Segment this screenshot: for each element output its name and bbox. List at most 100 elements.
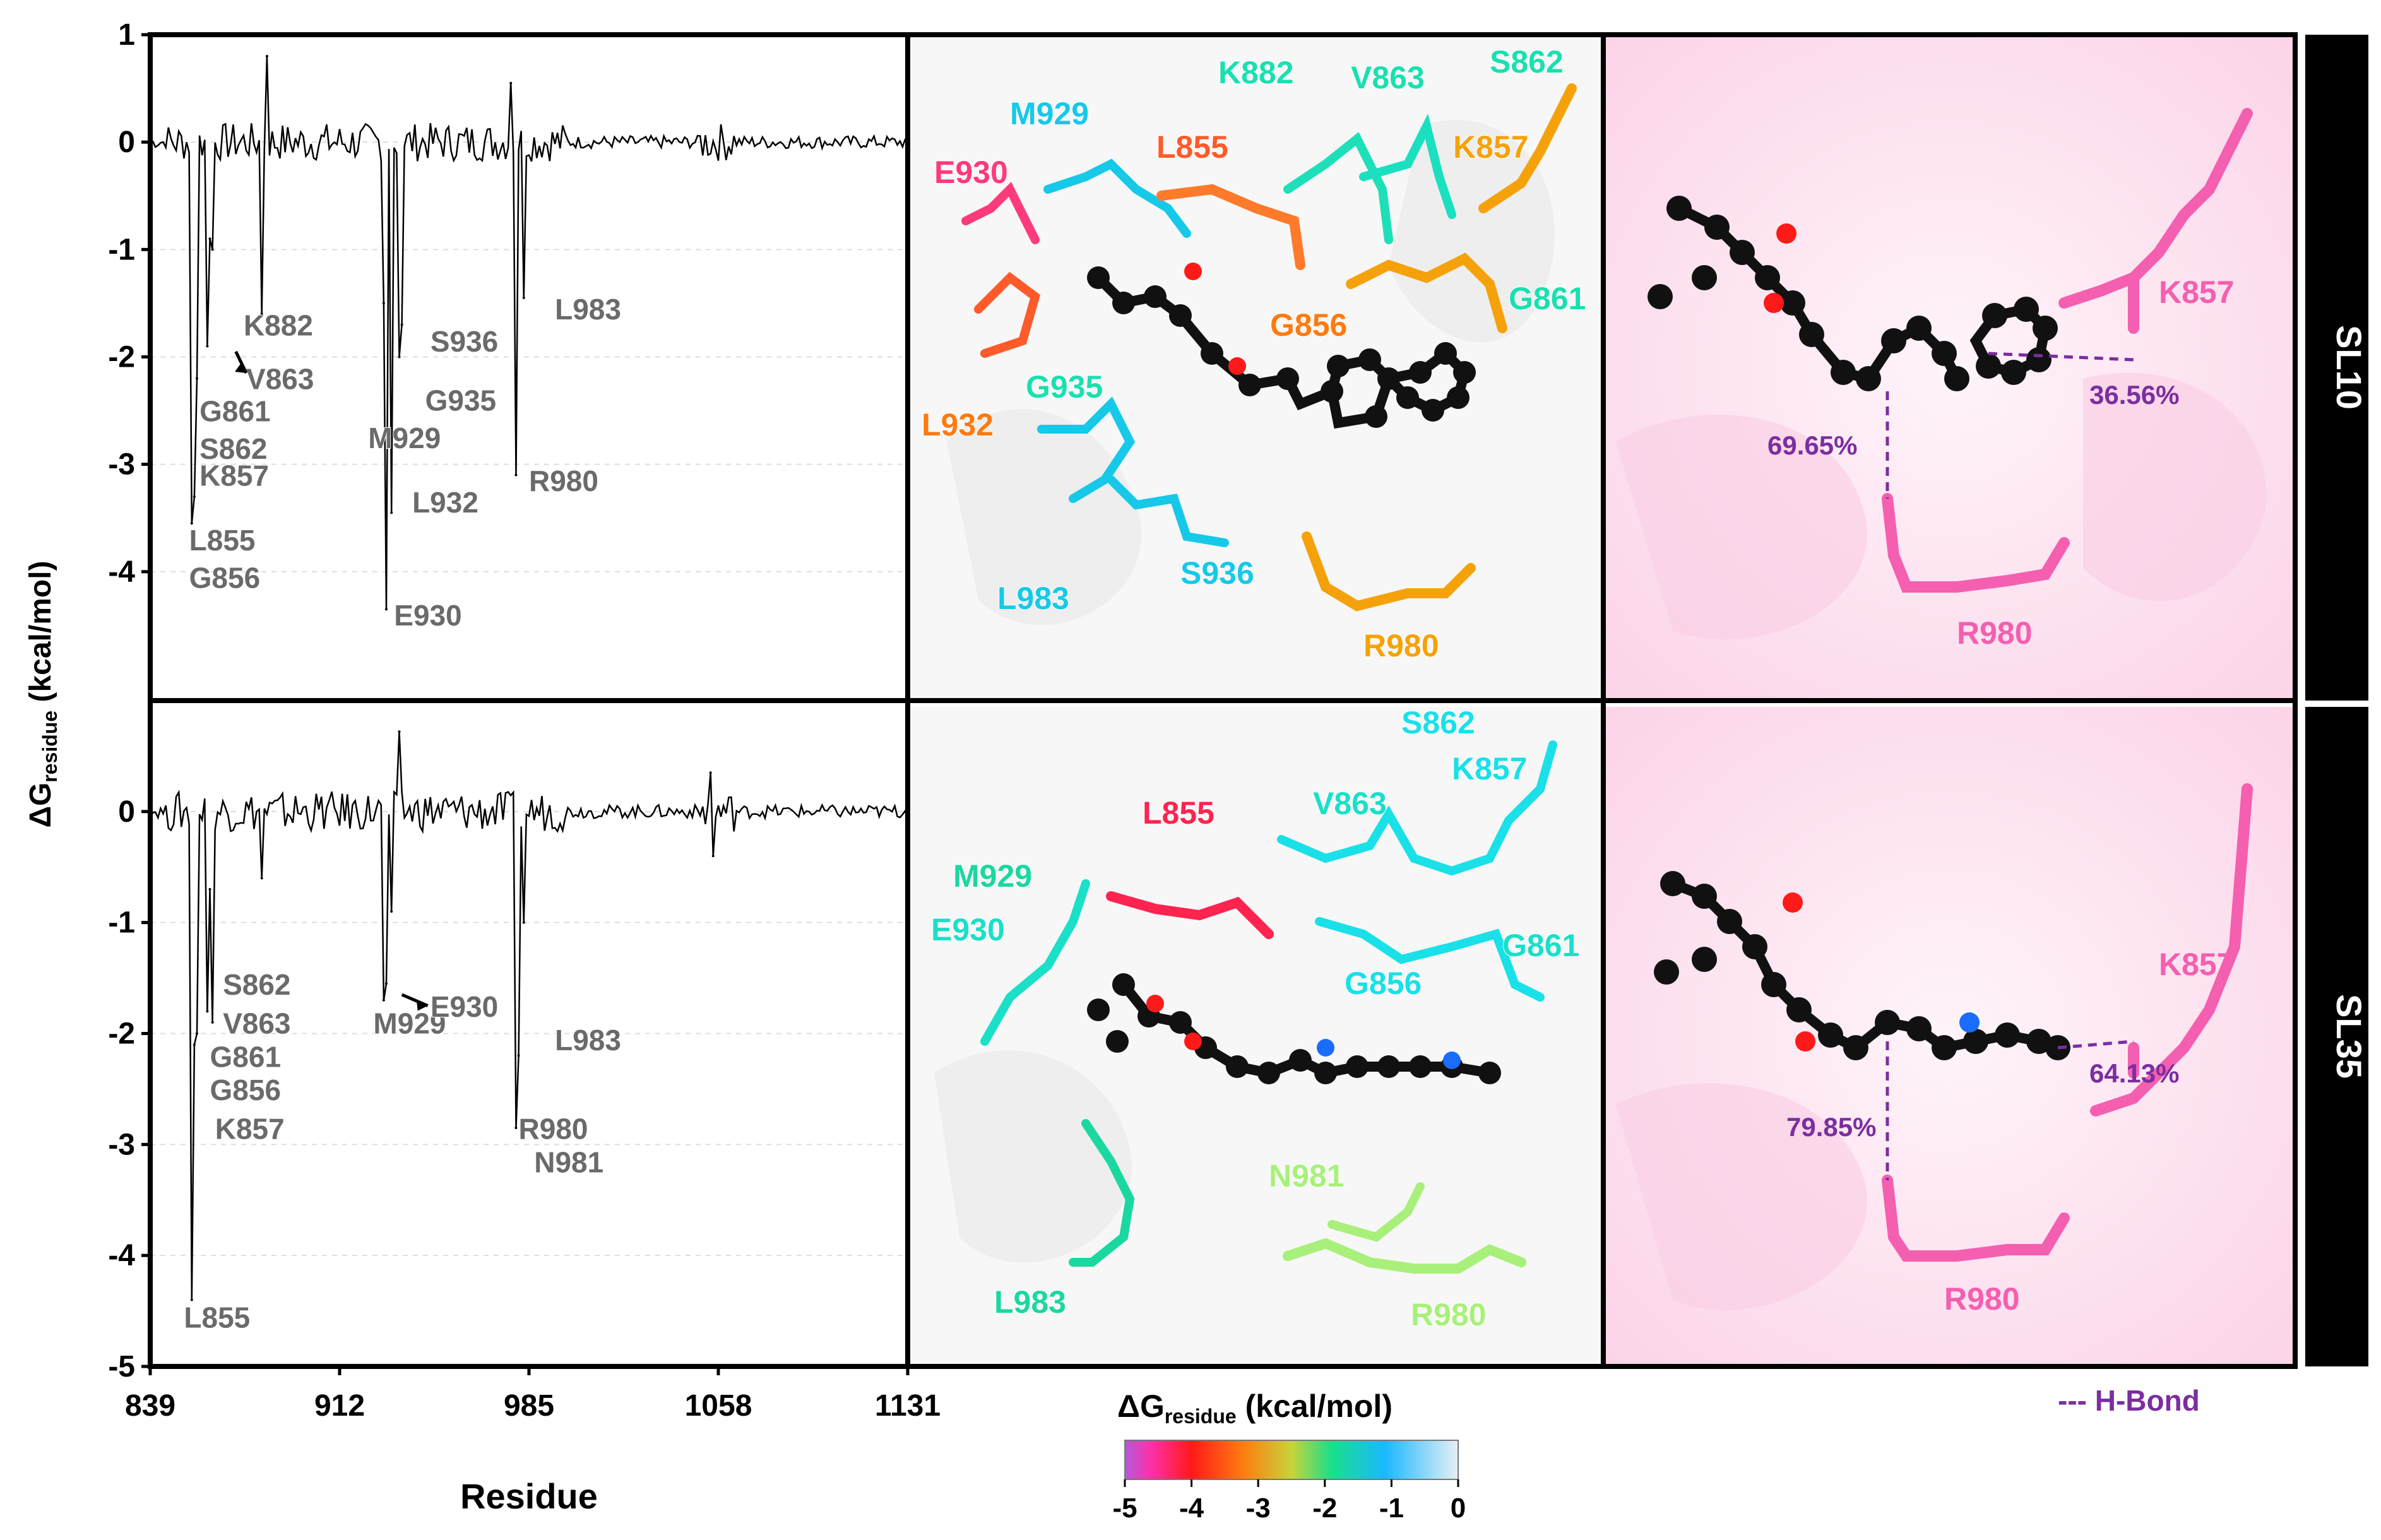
x-axis-label: Residue (460, 1476, 598, 1516)
peak-label: G856 (189, 561, 261, 594)
peak-point (514, 473, 518, 477)
y-tick-label: -3 (108, 1128, 135, 1161)
peak-point (398, 730, 401, 733)
peak-label: S936 (430, 325, 498, 358)
struct-label: M929 (1010, 96, 1089, 131)
peak-point (260, 312, 263, 316)
peak-point (211, 1021, 214, 1024)
colorbar (1124, 1440, 1459, 1480)
peak-point (390, 910, 393, 913)
peak-label: V863 (223, 1007, 290, 1040)
peak-label: L983 (555, 1024, 621, 1057)
peak-point (208, 237, 211, 240)
peak-point (208, 887, 211, 891)
peak-point (522, 921, 525, 924)
struct-label: E930 (934, 155, 1008, 190)
peak-label: R980 (529, 465, 598, 497)
struct-label: S862 (1401, 705, 1475, 740)
peak-label: G856 (210, 1074, 282, 1106)
struct-label: V863 (1351, 60, 1425, 95)
peak-label: G935 (425, 384, 497, 417)
colorbar-ticks: -5 -4 -3 -2 -1 0 (1112, 1479, 1466, 1524)
y-tick-label: -5 (108, 1350, 135, 1383)
x-tick-label: 839 (125, 1389, 175, 1423)
peak-point (206, 345, 209, 348)
hbond-residue-label: R980 (1957, 615, 2033, 651)
label-arrow (234, 350, 248, 374)
colorbar-title: ΔGresidue (kcal/mol) (1117, 1389, 1392, 1428)
energy-trace (149, 732, 909, 1300)
hbond-residue-label: R980 (1944, 1281, 2020, 1317)
hbond-panel-sl35 (1605, 707, 2293, 1366)
y-tick-label: -1 (108, 233, 135, 266)
peak-point (522, 296, 525, 299)
peak-point (390, 511, 393, 514)
y-tick-label: -1 (108, 906, 135, 940)
struct-label: S862 (1490, 44, 1564, 80)
struct-label: G861 (1502, 928, 1579, 963)
struct-label: L855 (1156, 129, 1228, 165)
struct-label: K857 (1453, 129, 1529, 165)
peak-label: M929 (373, 1007, 446, 1040)
colorbar-tick-label: -3 (1246, 1493, 1271, 1524)
peak-point (400, 323, 403, 326)
struct-label: N981 (1269, 1158, 1345, 1194)
y-tick-label: -4 (108, 555, 135, 589)
x-tick-label: 912 (314, 1389, 365, 1423)
tag-sl35: SL35 (2329, 994, 2369, 1079)
peak-label: G861 (199, 395, 271, 428)
peak-point (514, 1126, 518, 1129)
peak-label: L855 (189, 524, 256, 557)
struct-label: L983 (997, 581, 1069, 616)
struct-label: K882 (1218, 55, 1294, 90)
panel-borders (148, 32, 2298, 1369)
hbond-percent: 64.13% (2089, 1058, 2179, 1088)
peak-label: N981 (534, 1146, 603, 1178)
peak-label: K857 (199, 459, 269, 492)
structure-panel-sl35 (908, 707, 1602, 1366)
tag-bar-sl10 (2305, 35, 2368, 701)
peak-point (382, 302, 385, 305)
peak-point (517, 1054, 520, 1057)
peak-point (711, 855, 715, 858)
y-tick-label: -2 (108, 1017, 135, 1051)
struct-label: R980 (1411, 1297, 1487, 1332)
struct-label: G935 (1026, 369, 1103, 405)
peak-label: S862 (199, 432, 267, 465)
peak-label: E930 (430, 990, 498, 1023)
label-arrow-head (416, 999, 428, 1011)
peak-point (193, 1043, 196, 1046)
y-tick-label: 1 (118, 18, 135, 52)
x-tick-label: 1058 (685, 1389, 752, 1423)
tag-bar-sl35 (2305, 707, 2368, 1366)
colorbar-tick-label: -2 (1312, 1493, 1337, 1524)
hbond-panel-sl10 (1605, 35, 2293, 701)
hbond-legend: --- H-Bond (2058, 1384, 2200, 1417)
x-tick-label: 985 (504, 1389, 554, 1423)
peak-label: G861 (210, 1040, 282, 1073)
peak-label: E930 (394, 599, 461, 632)
colorbar-tick-label: -1 (1379, 1493, 1404, 1524)
struct-label: G861 (1509, 281, 1586, 316)
colorbar-tick-label: 0 (1451, 1493, 1466, 1524)
y-tick-label: -4 (108, 1239, 135, 1272)
hbond-residue-label: K857 (2159, 947, 2235, 982)
peak-point (206, 1010, 209, 1013)
struct-label: V863 (1313, 786, 1387, 821)
peak-point (195, 377, 198, 380)
peak-label: R980 (519, 1113, 588, 1146)
struct-label: L983 (994, 1284, 1066, 1320)
energy-trace (150, 56, 908, 610)
peak-point (384, 982, 388, 985)
peak-point (265, 55, 268, 58)
struct-label: M929 (953, 858, 1032, 894)
peak-point (509, 81, 513, 85)
peak-point (384, 608, 388, 611)
struct-label: G856 (1270, 307, 1347, 343)
peak-point (195, 1032, 198, 1035)
label-arrow-head (235, 363, 247, 374)
plot-sl35: 0 -1 -2 -3 -4 -5 839 912 985 1058 1131 Residue S862 V… (108, 730, 941, 1516)
peak-label: S862 (223, 968, 290, 1001)
hbond-percent: 36.56% (2089, 380, 2179, 410)
